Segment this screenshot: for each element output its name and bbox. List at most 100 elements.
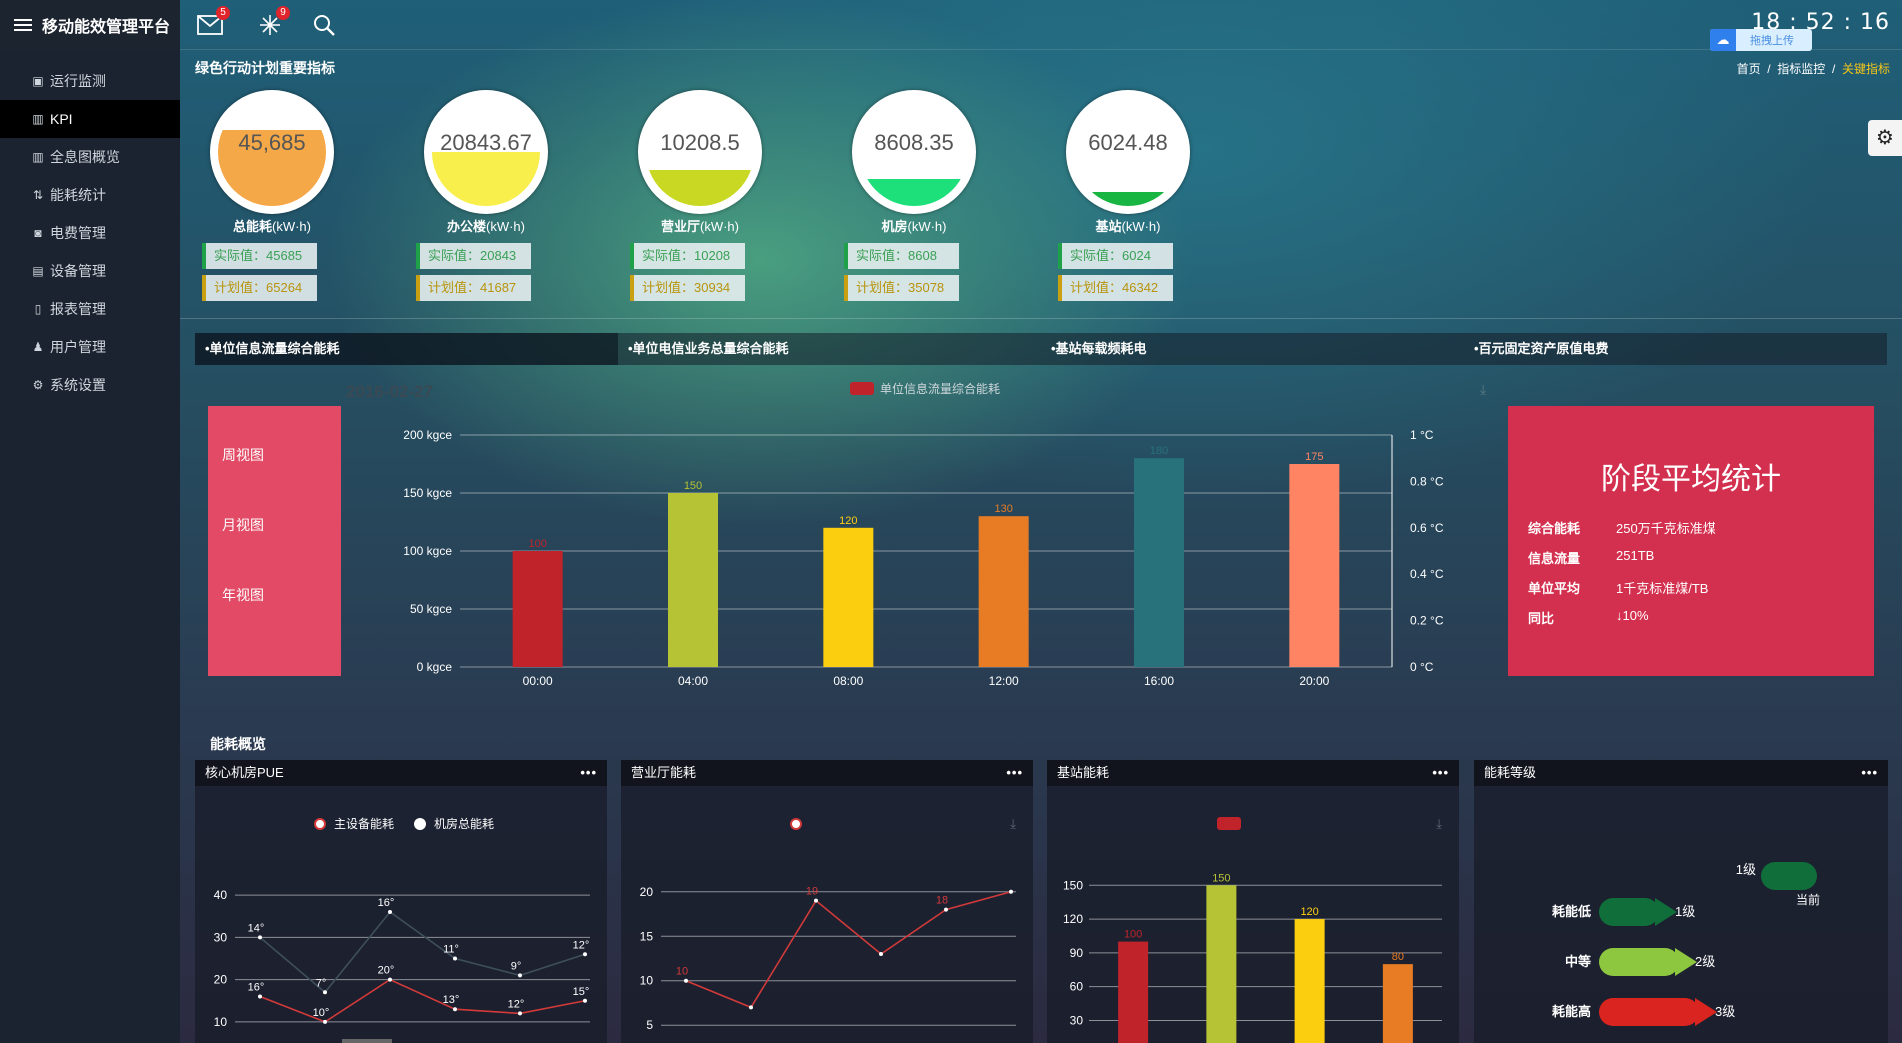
legend-marker bbox=[790, 818, 802, 830]
gauge-unit: (kW·h) bbox=[486, 219, 525, 234]
grade-level: 1级 bbox=[1675, 904, 1695, 919]
dispatch-icon[interactable]: 9 bbox=[256, 6, 290, 38]
actual-value: 实际值：6024 bbox=[1058, 243, 1173, 269]
y2-tick-label: 0.6 °C bbox=[1410, 521, 1444, 535]
view-switcher: 周视图 月视图 年视图 bbox=[208, 406, 341, 676]
overview-title: 能耗概览 bbox=[210, 736, 266, 752]
gauge-name: 机房 bbox=[881, 219, 908, 234]
bar-value-label: 120 bbox=[1300, 906, 1318, 918]
week-view-button[interactable]: 周视图 bbox=[222, 447, 264, 463]
sidebar-item-overview[interactable]: ▥ 全息图概览 bbox=[0, 138, 180, 176]
panel-header: 营业厅能耗 ••• bbox=[621, 760, 1033, 786]
kpi-gauge: 20843.67 办公楼(kW·h) 实际值：20843 计划值：41687 bbox=[414, 90, 624, 301]
legend-swatch bbox=[850, 382, 874, 395]
chart-date: 2016-02-27 bbox=[346, 382, 433, 401]
y-tick-label: 120 bbox=[1063, 912, 1083, 926]
gauge-label: 办公楼(kW·h) bbox=[414, 216, 558, 235]
scroll-handle[interactable] bbox=[342, 1039, 392, 1043]
sidebar-item-label: 设备管理 bbox=[50, 263, 106, 279]
breadcrumb-home[interactable]: 首页 bbox=[1736, 62, 1761, 76]
grade-arrow bbox=[1695, 998, 1717, 1026]
page-title: 绿色行动计划重要指标 bbox=[195, 60, 335, 76]
gauge-inner bbox=[646, 98, 754, 206]
gauge-value: 10208.5 bbox=[660, 130, 740, 155]
mail-icon[interactable]: 5 bbox=[196, 6, 230, 38]
gauge-inner bbox=[1074, 98, 1182, 206]
more-icon[interactable]: ••• bbox=[580, 765, 597, 780]
briefcase-icon: ▤ bbox=[32, 264, 44, 278]
tab-fixed-asset[interactable]: •百元固定资产原值电费 bbox=[1474, 341, 1609, 356]
actual-value: 实际值：10208 bbox=[630, 243, 745, 269]
gauge-unit: (kW·h) bbox=[907, 219, 947, 234]
gauge-value: 8608.35 bbox=[874, 130, 954, 155]
gauge-fill bbox=[646, 170, 754, 206]
more-icon[interactable]: ••• bbox=[1432, 765, 1449, 780]
grade-bar bbox=[1599, 948, 1679, 976]
breadcrumb-level2[interactable]: 指标监控 bbox=[1777, 62, 1826, 76]
bar-value-label: 150 bbox=[684, 480, 702, 492]
bar bbox=[1294, 919, 1325, 1043]
gauge-label: 营业厅(kW·h) bbox=[628, 216, 772, 235]
grade-bar bbox=[1599, 998, 1699, 1026]
tab-station-carrier[interactable]: •基站每载频耗电 bbox=[1051, 341, 1147, 356]
pue-line-chart: 10 20 30 40 主设备能耗 机房总能耗 16° 10° 20° 13° 12° 15° 14° 7… bbox=[214, 816, 590, 1029]
grade-level: 3级 bbox=[1715, 1004, 1735, 1019]
sidebar-item-label: 全息图概览 bbox=[50, 149, 120, 165]
gauge-fill bbox=[860, 179, 968, 206]
plan-value: 计划值：65264 bbox=[202, 275, 317, 301]
sidebar-item-monitor[interactable]: ▣ 运行监测 bbox=[0, 62, 180, 100]
sidebar-item-billing[interactable]: ◙ 电费管理 bbox=[0, 214, 180, 252]
stats-title: 阶段平均统计 bbox=[1601, 463, 1781, 496]
tab-telecom-business[interactable]: •单位电信业务总量综合能耗 bbox=[628, 341, 789, 356]
x-tick-label: 00:00 bbox=[523, 674, 553, 688]
series-line bbox=[685, 891, 1012, 1009]
year-view-button[interactable]: 年视图 bbox=[222, 587, 264, 603]
sidebar-item-reports[interactable]: ▯ 报表管理 bbox=[0, 290, 180, 328]
settings-gear-icon[interactable]: ⚙ bbox=[1868, 120, 1902, 156]
breadcrumb-separator: / bbox=[1767, 62, 1771, 76]
data-point bbox=[1009, 889, 1013, 894]
tab-info-traffic[interactable]: •单位信息流量综合能耗 bbox=[195, 333, 618, 365]
month-view-button[interactable]: 月视图 bbox=[222, 517, 264, 533]
sidebar-item-settings[interactable]: ⚙ 系统设置 bbox=[0, 366, 180, 404]
download-icon: ⤓ bbox=[1480, 381, 1486, 397]
data-point bbox=[258, 994, 262, 999]
bar bbox=[823, 527, 874, 667]
sidebar-item-kpi[interactable]: ▥ KPI bbox=[0, 100, 180, 138]
gauge-circle: 20843.67 bbox=[424, 90, 548, 214]
y-tick-label: 30 bbox=[1070, 1013, 1084, 1027]
grade-name: 中等 bbox=[1565, 954, 1591, 969]
sidebar-item-energy-stats[interactable]: ⇅ 能耗统计 bbox=[0, 176, 180, 214]
current-tag: 当前 bbox=[1796, 892, 1820, 907]
data-point bbox=[583, 998, 587, 1003]
grade-panel: 能耗等级 ••• 1级 当前 耗能低 1级 中等 2级 耗能高 3级 bbox=[1474, 760, 1888, 1043]
y-tick-label: 15 bbox=[640, 929, 654, 943]
more-icon[interactable]: ••• bbox=[1006, 765, 1023, 780]
y2-tick-label: 0.8 °C bbox=[1410, 474, 1444, 488]
main-bar-chart: 单位信息流量综合能耗 ⤓ 0 kgce 50 kgce 100 kgce 150 kgce… bbox=[403, 381, 1486, 688]
sidebar-item-devices[interactable]: ▤ 设备管理 bbox=[0, 252, 180, 290]
panel-title: 核心机房PUE bbox=[205, 765, 284, 780]
sidebar-item-label: 能耗统计 bbox=[50, 187, 106, 203]
sidebar-item-users[interactable]: ♟ 用户管理 bbox=[0, 328, 180, 366]
divider bbox=[180, 318, 1902, 319]
gauge-name: 基站 bbox=[1095, 219, 1122, 234]
search-icon[interactable] bbox=[310, 12, 338, 38]
data-point bbox=[388, 910, 392, 915]
y2-tick-label: 0.2 °C bbox=[1410, 614, 1444, 628]
gauge-label: 基站(kW·h) bbox=[1056, 216, 1200, 235]
panel-title: 基站能耗 bbox=[1057, 765, 1110, 780]
more-icon[interactable]: ••• bbox=[1861, 765, 1878, 780]
legend-label: 单位信息流量综合能耗 bbox=[880, 381, 1000, 396]
kpi-gauge: 10208.5 营业厅(kW·h) 实际值：10208 计划值：30934 bbox=[628, 90, 838, 301]
legend-swatch bbox=[1217, 817, 1241, 830]
menu-icon[interactable] bbox=[14, 16, 32, 34]
gears-icon: ⚙ bbox=[32, 378, 44, 392]
x-tick-label: 04:00 bbox=[678, 674, 708, 688]
x-tick-label: 20:00 bbox=[1299, 674, 1329, 688]
upload-button[interactable]: ☁ 拖拽上传 bbox=[1710, 29, 1812, 51]
gauge-inner bbox=[218, 98, 326, 206]
panel-title: 能耗等级 bbox=[1484, 765, 1537, 780]
data-point bbox=[258, 935, 262, 940]
current-level-marker bbox=[1761, 862, 1817, 890]
